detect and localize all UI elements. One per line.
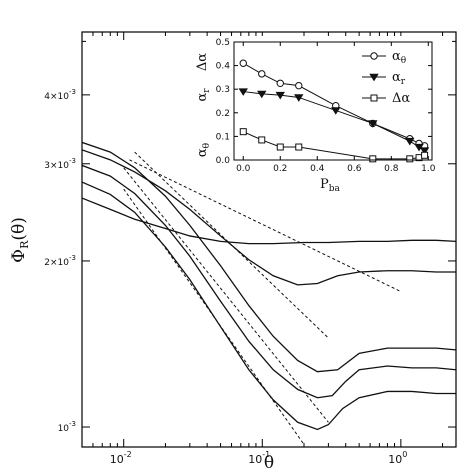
main-series-group <box>82 141 456 445</box>
inset-marker-1-2 <box>275 91 285 100</box>
legend-marker-1 <box>369 73 379 82</box>
inset-y-axis: 0.0 0.1 0.2 0.3 0.4 0.5 <box>216 38 432 166</box>
data-curve-0 <box>82 197 456 245</box>
fit-line-6 <box>134 151 329 339</box>
inset-marker-1-0 <box>238 88 248 96</box>
inset-marker-1-8 <box>419 147 430 155</box>
inset-marker-2-3 <box>295 143 303 151</box>
fit-line-8 <box>123 188 305 445</box>
legend-marker-0 <box>370 52 378 60</box>
inset-marker-0-0 <box>239 59 247 67</box>
main-y-tick-label-0: 10-3 <box>58 420 76 434</box>
main-x-tick-label-0: 10-2 <box>110 450 132 466</box>
inset-background <box>224 36 446 166</box>
inset-marker-2-1 <box>258 136 266 144</box>
inset-y-label-theta-sub: θ <box>202 143 212 148</box>
data-curve-4 <box>82 181 456 431</box>
main-y-label-main: Φ <box>9 249 29 263</box>
inset-x-label-sub: ba <box>329 184 341 194</box>
data-curve-3 <box>82 164 456 399</box>
legend-label-2: Δα <box>392 91 410 106</box>
fit-line-5 <box>129 159 402 293</box>
inset-x-tick-label-2: 0.4 <box>310 164 325 174</box>
main-plot-frame <box>81 31 457 448</box>
main-y-label-sub: R <box>18 240 31 249</box>
main-y-axis-label: ΦR(θ) <box>9 217 31 263</box>
inset-y-label-theta: αθ <box>195 143 212 157</box>
data-curve-2 <box>82 141 456 373</box>
inset-marker-1-5 <box>368 120 378 128</box>
inset-x-axis-label: Pba <box>320 177 341 194</box>
inset-marker-0-1 <box>258 70 266 78</box>
inset-x-tick-label-0: 0.0 <box>236 164 251 174</box>
main-y-tick-label-1: 2×10-3 <box>44 254 76 268</box>
inset-marker-1-6 <box>405 137 415 146</box>
legend-marker-2 <box>370 94 378 102</box>
legend-label-0: αθ <box>392 49 406 66</box>
main-plot: 10-2 10-1 100 10-3 2×10-3 3×10-3 4×10-3 θ ΦR(… <box>9 31 457 473</box>
inset-x-label-main: P <box>320 177 329 192</box>
main-y-label-tail: (θ) <box>9 217 29 241</box>
inset-x-tick-label-4: 0.8 <box>384 164 399 174</box>
inset-y-tick-label-5: 0.5 <box>216 38 230 48</box>
inset-y-tick-label-4: 0.4 <box>216 62 231 72</box>
inset-marker-0-3 <box>295 81 303 90</box>
fit-line-7 <box>123 167 329 423</box>
inset-series-group <box>238 59 430 163</box>
main-x-tick-label-2: 100 <box>388 450 407 466</box>
inset-y-label-theta-main: α <box>195 148 210 157</box>
legend-label-1: αr <box>392 70 406 87</box>
inset-x-tick-label-1: 0.2 <box>273 164 287 174</box>
inset-x-tick-label-5: 1.0 <box>421 164 436 174</box>
inset-y-label-r-main: α <box>195 93 210 102</box>
inset-frame <box>233 41 433 161</box>
inset-marker-0-2 <box>276 79 284 88</box>
inset-x-axis: 0.0 0.2 0.4 0.6 0.8 1.0 <box>236 42 436 174</box>
inset-plot: 0.0 0.2 0.4 0.6 0.8 1.0 0.0 0.1 0.2 0.3 0.4 0.5 Pb… <box>195 36 446 194</box>
inset-y-tick-label-1: 0.1 <box>216 132 230 142</box>
main-x-tick-label-1: 10-1 <box>248 450 270 466</box>
inset-y-tick-label-2: 0.2 <box>216 109 230 119</box>
inset-y-label-r: αr <box>195 88 212 102</box>
inset-y-tick-label-0: 0.0 <box>216 156 231 166</box>
inset-marker-2-5 <box>406 155 414 163</box>
inset-y-label-r-sub: r <box>202 88 212 93</box>
inset-marker-2-4 <box>369 155 377 163</box>
inset-y-tick-label-3: 0.3 <box>216 85 230 95</box>
inset-x-tick-label-3: 0.6 <box>347 164 362 174</box>
inset-marker-2-0 <box>239 128 247 136</box>
inset-marker-1-4 <box>331 107 341 115</box>
main-y-tick-label-2: 3×10-3 <box>44 157 76 171</box>
main-y-tick-label-3: 4×10-3 <box>44 88 76 102</box>
main-x-axis: 10-2 10-1 100 <box>81 32 444 466</box>
inset-marker-1-3 <box>294 94 304 102</box>
main-x-axis-label: θ <box>264 453 274 473</box>
main-y-axis: 10-3 2×10-3 3×10-3 4×10-3 <box>44 40 456 434</box>
inset-marker-2-7 <box>421 151 429 159</box>
inset-legend: αθ αr Δα <box>362 49 410 106</box>
inset-marker-2-2 <box>276 143 284 151</box>
inset-marker-1-1 <box>257 90 267 99</box>
inset-y-label-delta: Δα <box>195 53 210 71</box>
